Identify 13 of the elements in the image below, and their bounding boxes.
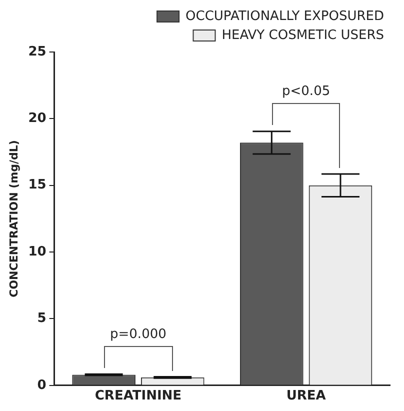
x-tick-label: UREA [286,388,326,404]
legend-label: OCCUPATIONALLY EXPOSURED [186,8,384,24]
y-tick-label: 20 [28,111,46,126]
y-axis-title: CONCENTRATION (mg/dL) [7,140,20,298]
legend-label: HEAVY COSMETIC USERS [222,28,384,43]
y-tick-label: 10 [28,244,46,260]
y-tick-label: 25 [28,44,46,60]
annotation: p<0.05 [281,84,332,100]
y-tick-label: 5 [37,311,46,326]
y-tick-label: 15 [28,178,46,193]
y-tick-label: 0 [37,378,46,393]
annotation: p=0.000 [109,327,168,342]
x-tick-label: CREATININE [94,388,182,404]
